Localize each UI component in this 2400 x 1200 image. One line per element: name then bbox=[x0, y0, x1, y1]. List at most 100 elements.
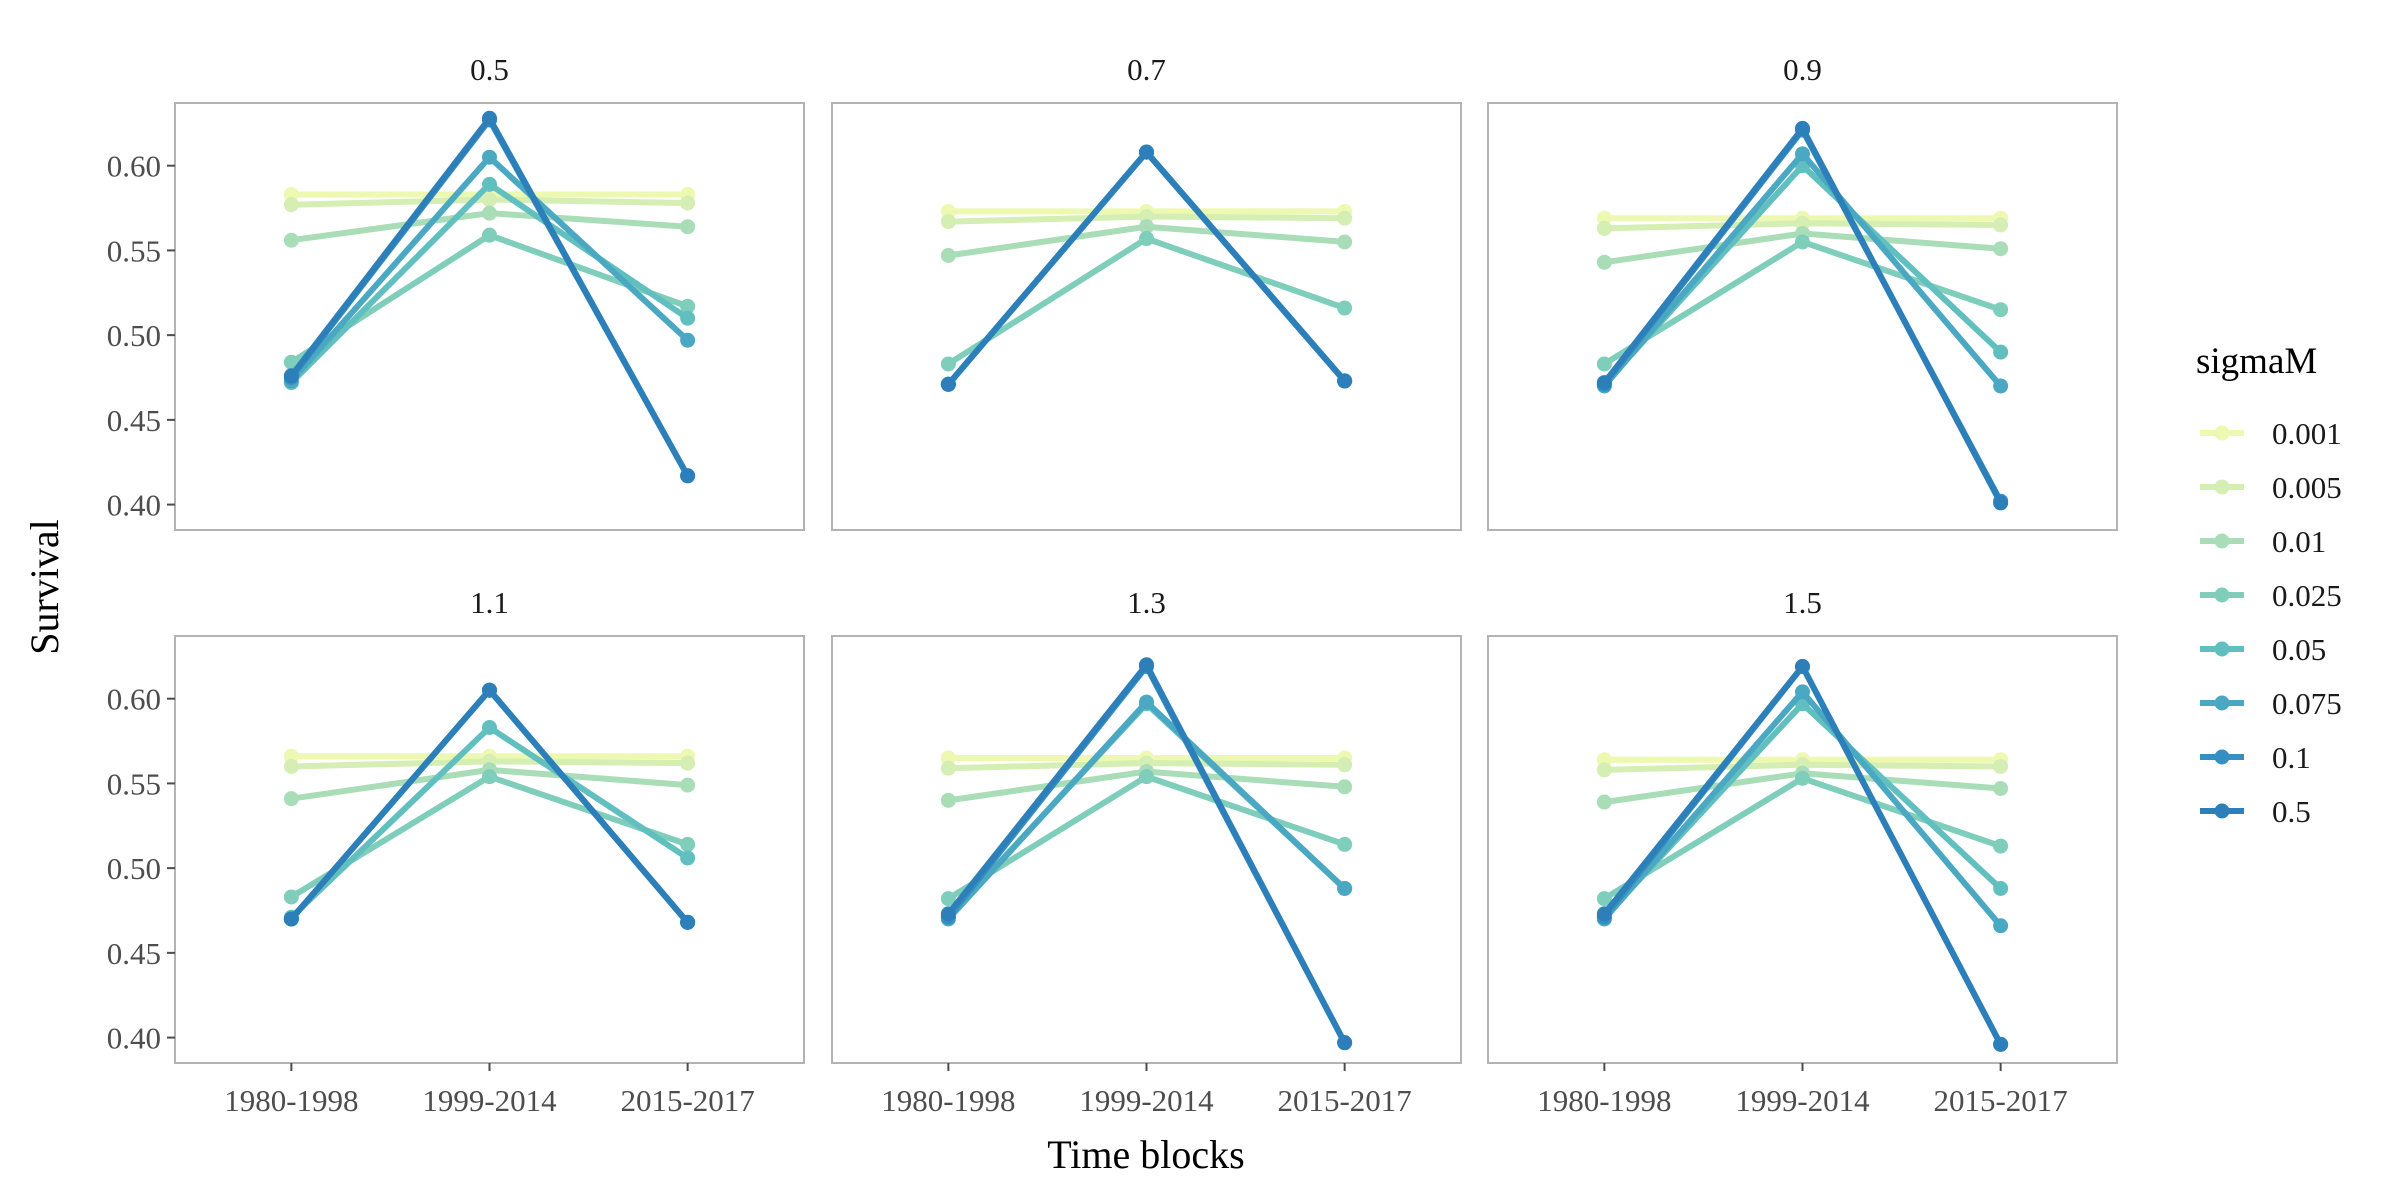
data-point-0.01 bbox=[940, 792, 956, 808]
data-point-0.5 bbox=[1795, 659, 1810, 674]
series-line-0.05 bbox=[945, 149, 1348, 388]
data-point-0.025 bbox=[1795, 234, 1810, 250]
legend-item-0.005: 0.005 bbox=[2200, 470, 2342, 505]
data-point-0.5 bbox=[482, 110, 497, 126]
legend-key-point bbox=[2214, 479, 2230, 495]
y-tick-label: 0.50 bbox=[107, 318, 161, 353]
panel-title: 0.5 bbox=[470, 52, 509, 87]
legend-label: 0.05 bbox=[2272, 632, 2326, 667]
data-point-0.01 bbox=[283, 232, 299, 248]
data-point-0.5 bbox=[1139, 657, 1154, 673]
data-point-0.025 bbox=[940, 356, 956, 372]
panel-1.3: 1.3 1980-1998 1999-2014 2015-2017 bbox=[831, 585, 1462, 1118]
data-point-0.05 bbox=[680, 850, 696, 866]
x-tick-label: 1980-1998 bbox=[881, 1083, 1015, 1118]
data-point-0.025 bbox=[1795, 770, 1810, 786]
legend-item-0.01: 0.01 bbox=[2200, 524, 2326, 559]
panel-frame bbox=[1487, 102, 2118, 531]
legend-label: 0.075 bbox=[2272, 686, 2342, 721]
y-tick-label: 0.45 bbox=[107, 403, 161, 438]
data-point-0.05 bbox=[1993, 880, 2009, 896]
legend-key-point bbox=[2214, 425, 2230, 441]
data-point-0.005 bbox=[283, 758, 299, 774]
legend-key-point bbox=[2214, 749, 2230, 765]
panel-frame bbox=[174, 635, 805, 1064]
data-point-0.5 bbox=[1337, 1035, 1353, 1051]
data-point-0.5 bbox=[680, 468, 696, 484]
x-tick-label: 1999-2014 bbox=[1735, 1083, 1870, 1118]
data-point-0.05 bbox=[1993, 344, 2009, 360]
legend-item-0.05: 0.05 bbox=[2200, 632, 2326, 667]
data-point-0.01 bbox=[680, 777, 696, 793]
data-point-0.005 bbox=[1993, 217, 2009, 233]
x-axis-title: Time blocks bbox=[1047, 1132, 1244, 1177]
data-point-0.01 bbox=[482, 205, 497, 221]
x-tick-label: 1980-1998 bbox=[1537, 1083, 1671, 1118]
series-line-0.05 bbox=[1601, 700, 2004, 921]
data-point-0.025 bbox=[1596, 891, 1612, 907]
data-point-0.5 bbox=[1596, 375, 1612, 391]
data-point-0.5 bbox=[1795, 120, 1810, 136]
data-point-0.5 bbox=[283, 368, 299, 384]
y-tick-label: 0.55 bbox=[107, 766, 161, 801]
legend-label: 0.1 bbox=[2272, 740, 2311, 775]
data-point-0.025 bbox=[283, 354, 299, 370]
series-line-0.075 bbox=[945, 149, 1348, 388]
data-point-0.025 bbox=[940, 891, 956, 907]
data-point-0.005 bbox=[1993, 758, 2009, 774]
data-point-0.01 bbox=[680, 219, 696, 235]
data-point-0.075 bbox=[1795, 146, 1810, 162]
data-point-0.075 bbox=[1993, 918, 2009, 934]
x-tick-label: 2015-2017 bbox=[1277, 1083, 1411, 1118]
data-point-0.005 bbox=[1337, 210, 1353, 226]
series-line-0.05 bbox=[945, 700, 1348, 921]
legend: sigmaM 0.001 0.005 0.01 0.025 0.05 0.075 0.1 0.… bbox=[2196, 341, 2342, 829]
legend-key-point bbox=[2214, 803, 2230, 819]
data-point-0.005 bbox=[680, 195, 696, 211]
legend-title: sigmaM bbox=[2196, 341, 2317, 382]
x-tick-label: 2015-2017 bbox=[1933, 1083, 2067, 1118]
y-tick-label: 0.50 bbox=[107, 851, 161, 886]
data-point-0.01 bbox=[1993, 241, 2009, 257]
data-point-0.075 bbox=[482, 149, 497, 165]
data-point-0.025 bbox=[1596, 356, 1612, 372]
panel-title: 1.1 bbox=[470, 585, 509, 620]
data-point-0.5 bbox=[1337, 373, 1353, 389]
data-point-0.5 bbox=[1993, 1036, 2009, 1052]
legend-label: 0.01 bbox=[2272, 524, 2326, 559]
series-line-0.075 bbox=[1601, 150, 2004, 389]
legend-item-0.1: 0.1 bbox=[2200, 740, 2311, 775]
y-tick-label: 0.60 bbox=[107, 149, 161, 184]
data-point-0.025 bbox=[1139, 769, 1154, 785]
data-point-0.025 bbox=[482, 227, 497, 243]
legend-label: 0.005 bbox=[2272, 470, 2342, 505]
y-tick-label: 0.40 bbox=[107, 488, 161, 523]
series-line-0.1 bbox=[945, 149, 1348, 388]
data-point-0.005 bbox=[940, 214, 956, 230]
data-point-0.05 bbox=[680, 310, 696, 326]
data-point-0.075 bbox=[680, 332, 696, 348]
data-point-0.025 bbox=[1993, 302, 2009, 318]
data-point-0.005 bbox=[1337, 757, 1353, 773]
legend-item-0.5: 0.5 bbox=[2200, 794, 2311, 829]
data-point-0.025 bbox=[482, 769, 497, 785]
legend-key-point bbox=[2214, 641, 2230, 657]
data-point-0.005 bbox=[283, 197, 299, 213]
legend-key-point bbox=[2214, 533, 2230, 549]
y-axis-title: Survival bbox=[22, 519, 67, 655]
legend-item-0.025: 0.025 bbox=[2200, 578, 2342, 613]
x-tick-label: 2015-2017 bbox=[620, 1083, 754, 1118]
data-point-0.01 bbox=[1139, 219, 1154, 235]
x-tick-label: 1980-1998 bbox=[224, 1083, 358, 1118]
x-tick-label: 1999-2014 bbox=[422, 1083, 557, 1118]
series-line-0.075 bbox=[1601, 688, 2004, 929]
data-point-0.075 bbox=[1139, 694, 1154, 710]
data-point-0.5 bbox=[482, 682, 497, 698]
legend-key-point bbox=[2214, 695, 2230, 711]
legend-label: 0.025 bbox=[2272, 578, 2342, 613]
data-point-0.5 bbox=[1139, 144, 1154, 160]
legend-label: 0.5 bbox=[2272, 794, 2311, 829]
y-tick-label: 0.40 bbox=[107, 1021, 161, 1056]
panel-frame bbox=[831, 102, 1462, 531]
